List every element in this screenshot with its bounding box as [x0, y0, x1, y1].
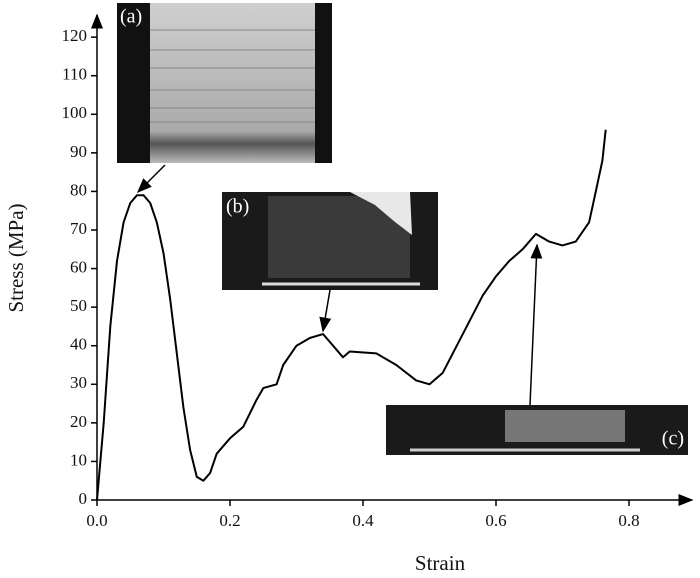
y-tick-label: 20 — [70, 412, 87, 431]
x-tick-label: 0.0 — [86, 511, 107, 530]
annotation-arrow — [136, 164, 166, 194]
y-tick-label: 40 — [70, 335, 87, 354]
y-tick-label: 100 — [62, 103, 88, 122]
y-tick-label: 50 — [70, 296, 87, 315]
inset-image-b — [222, 192, 438, 290]
y-tick-label: 10 — [70, 450, 87, 469]
x-tick-label: 0.2 — [219, 511, 240, 530]
annotation-arrow — [529, 243, 543, 406]
y-tick-label: 120 — [62, 26, 88, 45]
x-tick-label: 0.8 — [618, 511, 639, 530]
x-axis-label: Strain — [415, 551, 466, 575]
y-tick-label: 90 — [70, 142, 87, 161]
x-tick-label: 0.4 — [352, 511, 374, 530]
annotation-label: (b) — [226, 196, 249, 218]
annotation-label: (c) — [662, 428, 684, 450]
y-tick-label: 80 — [70, 180, 87, 199]
stress-curve — [96, 129, 607, 501]
y-tick-label: 0 — [79, 489, 88, 508]
y-tick-label: 110 — [62, 65, 87, 84]
annotation-arrow — [319, 289, 332, 333]
y-tick-label: 30 — [70, 373, 87, 392]
inset-image-c — [386, 405, 688, 455]
annotation-label: (a) — [120, 6, 142, 28]
y-tick-label: 70 — [70, 219, 87, 238]
y-tick-label: 60 — [70, 257, 87, 276]
inset-image-a — [117, 3, 332, 163]
x-tick-label: 0.6 — [485, 511, 506, 530]
y-axis-label: Stress (MPa) — [4, 203, 28, 312]
